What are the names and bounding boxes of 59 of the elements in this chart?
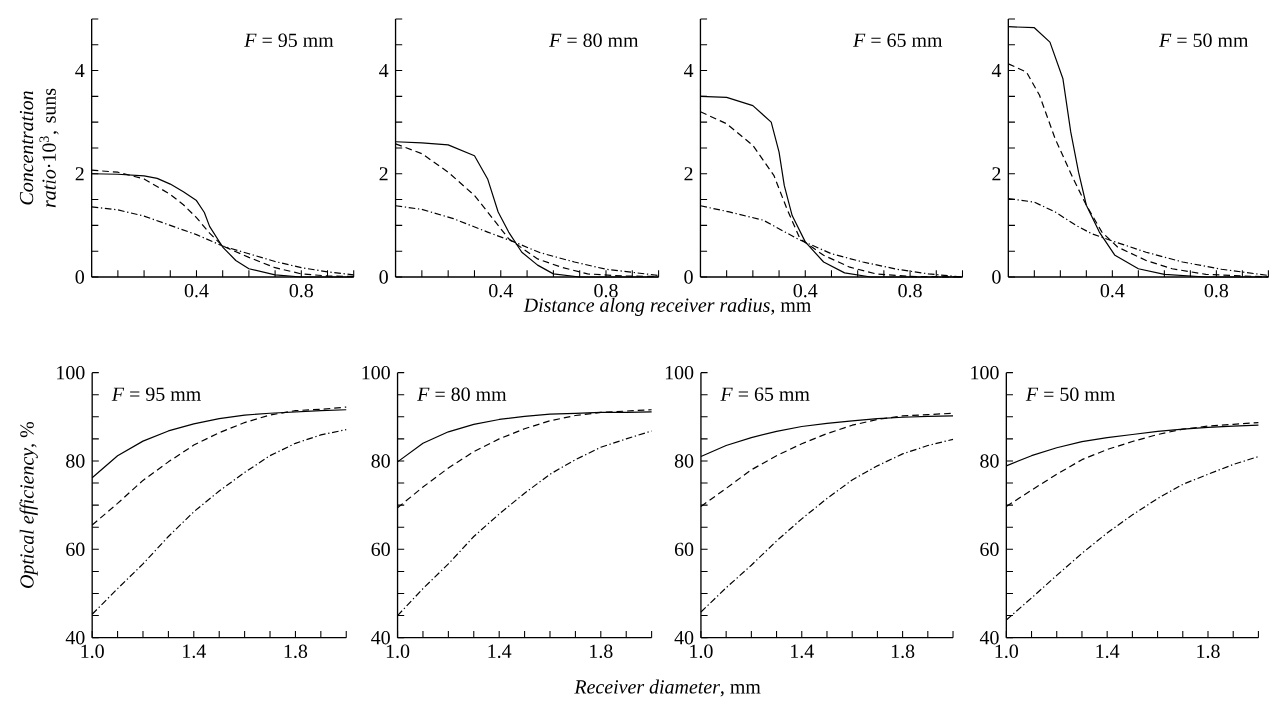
x-tick-label: 0.8 [898,283,922,298]
y-tick-label: 2 [75,166,84,181]
text: F = 95 mm [244,33,334,47]
y-tick-label: 100 [971,365,999,380]
y-axis-title: Optical efficiency, % [19,421,38,588]
x-tick-label: 0.4 [1100,283,1125,298]
x-tick-label: 1.4 [488,644,512,658]
y-tick-label: 0 [379,270,388,284]
y-tick-label: 40 [979,630,999,645]
y-tick-label: 0 [684,270,693,284]
text: F = 80 mm [548,33,639,47]
x-tick-label: 0.4 [489,283,513,298]
x-tick-label: 0.8 [1204,283,1229,298]
y-tick-label: 80 [371,454,390,468]
x-axis-title: Distance along receiver radius, mm [523,297,812,316]
x-tick-label: 1.0 [690,644,713,658]
y-tick-label: 2 [992,166,1001,181]
y-tick-label: 40 [65,630,85,645]
text: F = 95 mm [111,387,201,401]
x-tick-label: 1.8 [1197,644,1220,658]
x-tick-label: 1.0 [81,644,104,658]
x-tick-label: 0.8 [289,283,313,298]
x-tick-label: 0.4 [793,283,818,298]
text: F = 65 mm [852,33,943,47]
y-tick-label: 80 [674,454,694,468]
x-tick-label: 1.4 [1096,644,1120,658]
y-tick-label: 100 [665,365,694,380]
y-tick-label: 60 [674,542,694,556]
y-tick-label: 4 [991,63,1002,77]
y-tick-label: 0 [992,270,1001,284]
text: F = 50 mm [1158,33,1249,47]
y-tick-label: 4 [75,63,85,77]
x-tick-label: 1.8 [590,644,613,658]
x-tick-label: 1.0 [386,644,410,658]
x-axis-title: Receiver diameter, mm [574,679,761,697]
x-tick-label: 1.8 [284,644,308,658]
y-tick-label: 40 [674,630,694,645]
y-tick-label: 2 [684,166,693,181]
x-tick-label: 1.8 [891,644,915,658]
y-tick-label: 60 [980,542,999,556]
y-tick-label: 80 [980,454,999,468]
y-tick-label: 2 [379,166,388,181]
y-tick-label: 60 [371,542,390,556]
y-tick-label: 40 [371,630,390,645]
y-tick-label: 0 [75,270,85,284]
text: F = 80 mm [417,387,507,401]
y-tick-label: 80 [66,454,85,468]
x-tick-label: 1.4 [791,644,814,658]
x-tick-label: 1.4 [183,644,206,658]
text: F = 65 mm [720,387,810,401]
text: F = 50 mm [1025,387,1115,401]
y-tick-label: 4 [683,63,694,77]
x-tick-label: 0.8 [594,283,618,298]
x-tick-label: 1.0 [995,644,1019,658]
x-tick-label: 0.4 [184,283,209,298]
y-tick-label: 100 [57,365,85,380]
y-tick-label: 4 [379,63,389,77]
y-tick-label: 100 [362,365,390,380]
y-tick-label: 60 [66,542,85,556]
